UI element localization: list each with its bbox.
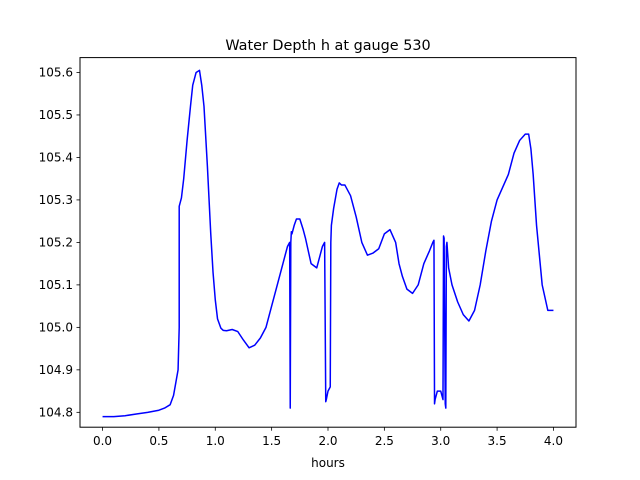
y-tick-label: 105.0 [39,320,73,334]
y-tick-label: 104.8 [39,405,73,419]
x-tick-label: 3.5 [488,434,507,448]
chart-title: Water Depth h at gauge 530 [225,38,430,54]
x-tick-label: 1.0 [206,434,225,448]
x-tick-label: 2.5 [375,434,394,448]
x-tick-label: 2.0 [318,434,337,448]
y-tick-label: 105.2 [39,235,73,249]
x-axis-ticks: 0.0 0.5 1.0 1.5 2.0 2.5 3.0 3.5 4.0 [93,427,563,448]
y-tick-label: 105.1 [39,278,73,292]
y-tick-label: 105.3 [39,193,73,207]
series-layer [102,69,554,418]
x-tick-label: 1.5 [262,434,281,448]
y-tick-label: 105.6 [39,65,73,79]
x-tick-label: 0.5 [149,434,168,448]
y-tick-label: 105.5 [39,108,73,122]
series-line-0 [102,69,554,418]
y-tick-label: 104.9 [39,363,73,377]
x-tick-label: 4.0 [544,434,563,448]
x-axis-label: hours [311,456,345,470]
y-tick-label: 105.4 [39,150,73,164]
x-tick-label: 3.0 [431,434,450,448]
y-axis-ticks: 104.8 104.9 105.0 105.1 105.2 105.3 105.4 105.5… [39,65,80,419]
x-tick-label: 0.0 [93,434,112,448]
